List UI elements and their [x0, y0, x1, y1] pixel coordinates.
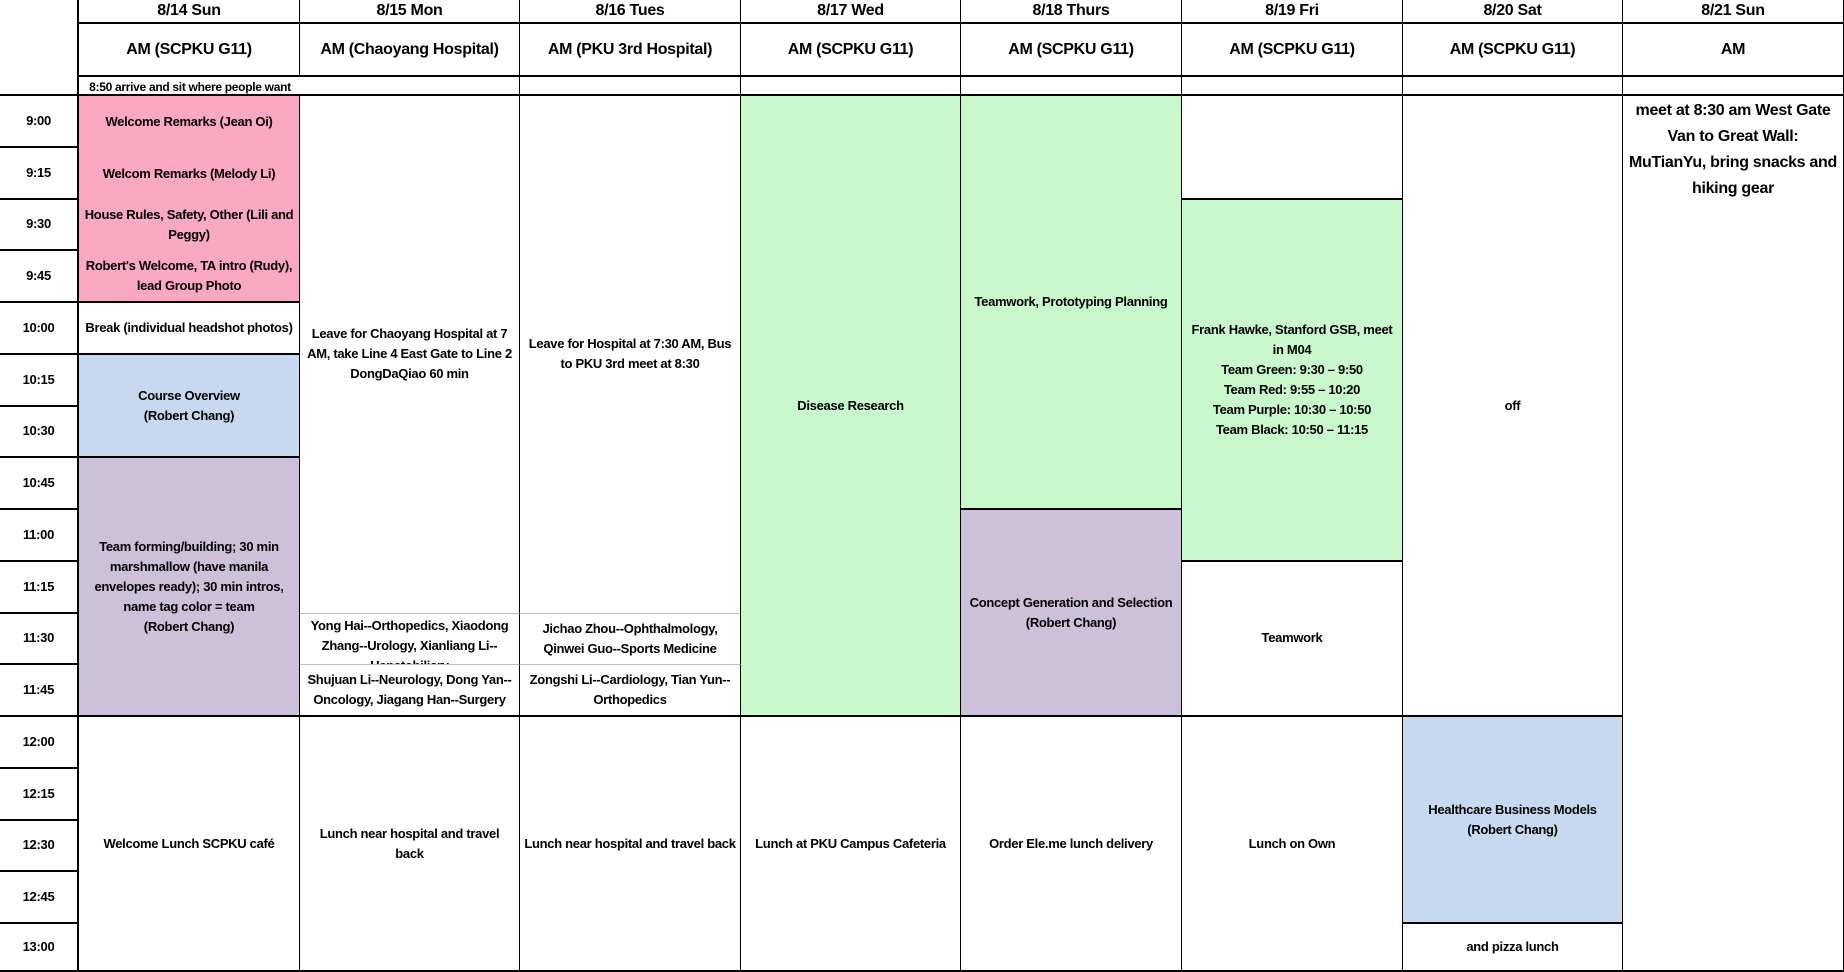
day-header: 8/21 Sun [1623, 0, 1844, 24]
arrival-row-cell [79, 77, 300, 96]
day-header: 8/14 Sun [79, 0, 300, 24]
time-label: 12:30 [0, 820, 79, 873]
time-label: 10:15 [0, 354, 79, 407]
time-label: 9:15 [0, 147, 79, 200]
schedule-block[interactable]: Healthcare Business Models (Robert Chang… [1403, 717, 1623, 924]
time-label: 11:00 [0, 510, 79, 562]
schedule-block[interactable]: Course Overview (Robert Chang) [79, 354, 300, 459]
time-label: 10:00 [0, 303, 79, 355]
time-label: 11:15 [0, 561, 79, 614]
schedule-block[interactable]: Robert's Welcome, TA intro (Rudy), lead … [79, 251, 300, 303]
schedule-block[interactable]: Teamwork [1182, 561, 1403, 717]
schedule-block[interactable]: Lunch on Own [1182, 717, 1403, 972]
time-label: 11:45 [0, 665, 79, 717]
session-header: AM (Chaoyang Hospital) [300, 24, 520, 77]
time-label: 9:45 [0, 251, 79, 303]
arrival-row-cell [1403, 77, 1623, 96]
schedule-block[interactable]: Break (individual headshot photos) [79, 303, 300, 355]
schedule-block[interactable]: Yong Hai--Orthopedics, Xiaodong Zhang--U… [300, 613, 520, 666]
day-header: 8/17 Wed [741, 0, 961, 24]
time-label: 10:45 [0, 458, 79, 510]
session-header: AM (SCPKU G11) [741, 24, 961, 77]
arrival-row-cell [741, 77, 961, 96]
time-label: 9:00 [0, 96, 79, 148]
schedule-block[interactable]: Disease Research [741, 96, 961, 717]
arrival-row-cell [300, 77, 520, 96]
session-header: AM (SCPKU G11) [961, 24, 1182, 77]
session-header: AM (PKU 3rd Hospital) [520, 24, 741, 77]
schedule-block[interactable]: off [1403, 96, 1623, 717]
arrival-row-cell [520, 77, 741, 96]
schedule-block[interactable]: Lunch near hospital and travel back [300, 717, 520, 972]
schedule-block[interactable]: Lunch near hospital and travel back [520, 717, 741, 972]
schedule-block[interactable]: Concept Generation and Selection (Robert… [961, 510, 1182, 717]
schedule-block[interactable]: Zongshi Li--Cardiology, Tian Yun--Orthop… [520, 665, 741, 717]
schedule-block[interactable] [1182, 96, 1403, 200]
arrival-note: 8:50 arrive and sit where people want [89, 79, 291, 94]
schedule-block[interactable]: Shujuan Li--Neurology, Dong Yan--Oncolog… [300, 665, 520, 717]
time-label: 9:30 [0, 199, 79, 252]
time-label: 10:30 [0, 406, 79, 459]
schedule-block[interactable]: Lunch at PKU Campus Cafeteria [741, 717, 961, 972]
schedule-block[interactable]: Team forming/building; 30 min marshmallo… [79, 458, 300, 717]
corner-cell [0, 0, 79, 96]
time-label: 12:15 [0, 768, 79, 821]
schedule-block[interactable]: Leave for Chaoyang Hospital at 7 AM, tak… [300, 96, 520, 614]
schedule-block[interactable]: Welcome Lunch SCPKU café [79, 717, 300, 972]
schedule-block[interactable]: Welcom Remarks (Melody Li) [79, 147, 300, 200]
time-label: 12:00 [0, 717, 79, 769]
schedule-block[interactable]: Frank Hawke, Stanford GSB, meet in M04 T… [1182, 199, 1403, 562]
session-header: AM [1623, 24, 1844, 77]
arrival-row-cell [961, 77, 1182, 96]
schedule-block[interactable]: meet at 8:30 am West Gate Van to Great W… [1623, 96, 1844, 972]
day-header: 8/15 Mon [300, 0, 520, 24]
time-label: 13:00 [0, 924, 79, 972]
session-header: AM (SCPKU G11) [1403, 24, 1623, 77]
arrival-row-cell [1182, 77, 1403, 96]
session-header: AM (SCPKU G11) [79, 24, 300, 77]
day-header: 8/18 Thurs [961, 0, 1182, 24]
time-label: 11:30 [0, 613, 79, 666]
schedule-block[interactable]: and pizza lunch [1403, 924, 1623, 972]
time-label: 12:45 [0, 872, 79, 924]
schedule-block[interactable]: House Rules, Safety, Other (Lili and Peg… [79, 199, 300, 252]
day-header: 8/20 Sat [1403, 0, 1623, 24]
schedule-block[interactable]: Order Ele.me lunch delivery [961, 717, 1182, 972]
schedule-block[interactable]: Leave for Hospital at 7:30 AM, Bus to PK… [520, 96, 741, 614]
schedule-block[interactable]: Teamwork, Prototyping Planning [961, 96, 1182, 510]
day-header: 8/19 Fri [1182, 0, 1403, 24]
day-header: 8/16 Tues [520, 0, 741, 24]
arrival-row-cell [1623, 77, 1844, 96]
session-header: AM (SCPKU G11) [1182, 24, 1403, 77]
schedule-block[interactable]: Jichao Zhou--Ophthalmology, Qinwei Guo--… [520, 613, 741, 666]
schedule-block[interactable]: Welcome Remarks (Jean Oi) [79, 96, 300, 148]
